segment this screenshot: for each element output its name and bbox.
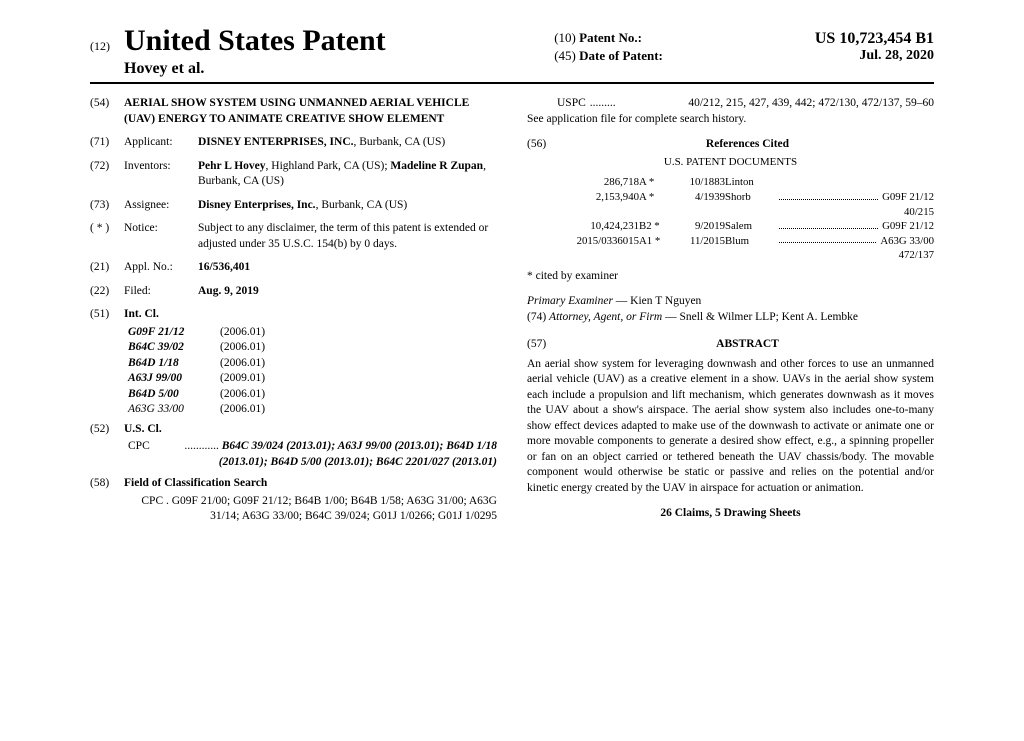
header-left: (12) United States Patent Hovey et al.: [90, 24, 554, 78]
field-21: (21) Appl. No.: 16/536,401: [90, 260, 497, 276]
int-cl-row: B64C 39/02(2006.01): [128, 340, 497, 356]
field-56: (56) References Cited: [527, 137, 934, 153]
body-columns: (54) AERIAL SHOW SYSTEM USING UNMANNED A…: [90, 96, 934, 525]
abstract-text: An aerial show system for leveraging dow…: [527, 357, 934, 497]
code-12: (12): [90, 39, 110, 53]
field-notice: ( * ) Notice: Subject to any disclaimer,…: [90, 221, 497, 252]
int-cl-row: G09F 21/12(2006.01): [128, 325, 497, 341]
header-authors: Hovey et al.: [124, 60, 554, 78]
references-table: 286,718 A *10/1883 Linton2,153,940 A *4/…: [557, 175, 934, 262]
code-45: (45): [554, 48, 576, 63]
header: (12) United States Patent Hovey et al. (…: [90, 24, 934, 84]
field-71: (71) Applicant: DISNEY ENTERPRISES, INC.…: [90, 135, 497, 151]
code-10: (10): [554, 30, 576, 45]
see-file-line: See application file for complete search…: [527, 112, 934, 128]
field-58: (58) Field of Classification Search: [90, 476, 497, 492]
cited-note: * cited by examiner: [527, 269, 934, 285]
patent-page: (12) United States Patent Hovey et al. (…: [0, 0, 1024, 545]
field-54: (54) AERIAL SHOW SYSTEM USING UNMANNED A…: [90, 96, 497, 127]
patent-no-label: Patent No.:: [579, 30, 642, 45]
us-cl-body: CPC ............ B64C 39/024 (2013.01); …: [128, 439, 497, 470]
invention-title: AERIAL SHOW SYSTEM USING UNMANNED AERIAL…: [124, 96, 497, 127]
field-73: (73) Assignee: Disney Enterprises, Inc.,…: [90, 198, 497, 214]
reference-row: 2015/0336015 A1 *11/2015 BlumA63G 33/00: [557, 234, 934, 249]
int-cl-row: B64D 1/18(2006.01): [128, 356, 497, 372]
us-pat-docs-head: U.S. PATENT DOCUMENTS: [527, 155, 934, 170]
reference-row: 10,424,231 B2 *9/2019 SalemG09F 21/12: [557, 219, 934, 234]
reference-row: 286,718 A *10/1883 Linton: [557, 175, 934, 190]
claims-line: 26 Claims, 5 Drawing Sheets: [527, 506, 934, 522]
int-cl-row: A63G 33/00(2006.01): [128, 402, 497, 418]
field-22: (22) Filed: Aug. 9, 2019: [90, 284, 497, 300]
reference-row-sub: 472/137: [557, 248, 934, 263]
field-58-body: CPC . G09F 21/00; G09F 21/12; B64B 1/00;…: [128, 494, 497, 525]
uspc-line: USPC ......... 40/212, 215, 427, 439, 44…: [557, 96, 934, 112]
reference-row: 2,153,940 A *4/1939 ShorbG09F 21/12: [557, 190, 934, 205]
header-right: (10) Patent No.: US 10,723,454 B1 (45) D…: [554, 24, 934, 64]
int-cl-row: A63J 99/00(2009.01): [128, 371, 497, 387]
int-cl-row: B64D 5/00(2006.01): [128, 387, 497, 403]
field-72: (72) Inventors: Pehr L Hovey, Highland P…: [90, 159, 497, 190]
date-label: Date of Patent:: [579, 48, 663, 63]
int-cl-list: G09F 21/12(2006.01)B64C 39/02(2006.01)B6…: [128, 325, 497, 418]
field-57: (57) ABSTRACT: [527, 337, 934, 353]
patent-date: Jul. 28, 2020: [859, 48, 934, 64]
attorney-line: (74) Attorney, Agent, or Firm — Snell & …: [527, 310, 934, 326]
patent-no: US 10,723,454 B1: [815, 30, 934, 48]
main-title: United States Patent: [124, 24, 386, 57]
field-51: (51) Int. Cl.: [90, 307, 497, 323]
right-column: USPC ......... 40/212, 215, 427, 439, 44…: [527, 96, 934, 525]
reference-row-sub: 40/215: [557, 205, 934, 220]
left-column: (54) AERIAL SHOW SYSTEM USING UNMANNED A…: [90, 96, 497, 525]
field-52: (52) U.S. Cl.: [90, 422, 497, 438]
primary-examiner: Primary Examiner — Kien T Nguyen: [527, 294, 934, 310]
